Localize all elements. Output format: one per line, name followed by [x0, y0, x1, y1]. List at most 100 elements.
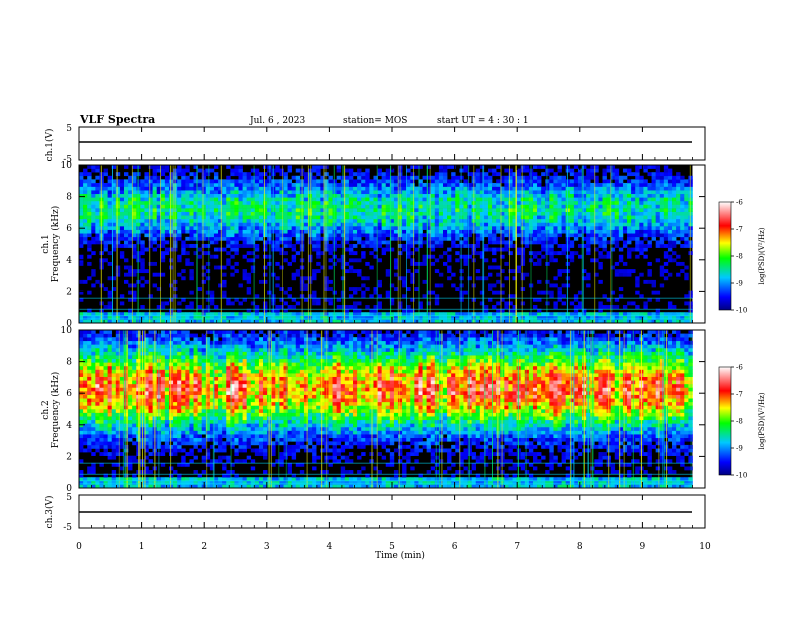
- spectrogram-cell: [124, 395, 128, 399]
- spectrogram-cell: [414, 219, 418, 223]
- spectrogram-cell: [619, 201, 623, 205]
- spectrogram-cell: [91, 187, 95, 191]
- spectrogram-cell: [206, 187, 210, 191]
- spectrogram-cell: [79, 197, 83, 201]
- spectrogram-cell: [386, 273, 390, 277]
- spectrogram-cell: [275, 169, 279, 173]
- spectrogram-cell: [533, 226, 537, 230]
- spectrogram-cell: [124, 409, 128, 413]
- spectrogram-cell: [668, 183, 672, 187]
- spectrogram-cell: [656, 258, 660, 262]
- spectrogram-cell: [656, 240, 660, 244]
- spectrogram-cell: [243, 273, 247, 277]
- spectrogram-streak: [101, 165, 102, 323]
- spectrogram-cell: [185, 305, 189, 309]
- spectrogram-cell: [652, 233, 656, 237]
- spectrogram-cell: [578, 212, 582, 216]
- spectrogram-cell: [631, 230, 635, 234]
- spectrogram-cell: [484, 305, 488, 309]
- spectrogram-cell: [214, 222, 218, 226]
- spectrogram-cell: [255, 172, 259, 176]
- spectrogram-cell: [267, 240, 271, 244]
- spectrogram-cell: [185, 205, 189, 209]
- spectrogram-cell: [275, 276, 279, 280]
- spectrogram-cell: [578, 230, 582, 234]
- spectrogram-cell: [247, 230, 251, 234]
- spectrogram-cell: [660, 179, 664, 183]
- spectrogram-cell: [95, 377, 99, 381]
- spectrogram-cell: [243, 183, 247, 187]
- spectrogram-cell: [296, 222, 300, 226]
- spectrogram-cell: [198, 212, 202, 216]
- spectrogram-cell: [112, 398, 116, 402]
- spectrogram-cell: [214, 219, 218, 223]
- spectrogram-cell: [447, 201, 451, 205]
- spectrogram-cell: [578, 305, 582, 309]
- spectrogram-cell: [643, 201, 647, 205]
- spectrogram-cell: [263, 197, 267, 201]
- spectrogram-cell: [647, 201, 651, 205]
- spectrogram-cell: [328, 258, 332, 262]
- spectrogram-cell: [496, 197, 500, 201]
- spectrogram-cell: [153, 176, 157, 180]
- spectrogram-cell: [239, 215, 243, 219]
- spectrogram-cell: [496, 172, 500, 176]
- spectrogram-cell: [210, 190, 214, 194]
- spectrogram-cell: [684, 179, 688, 183]
- spectrogram-cell: [496, 187, 500, 191]
- spectrogram-cell: [255, 187, 259, 191]
- spectrogram-cell: [79, 470, 83, 474]
- spectrogram-cell: [259, 183, 263, 187]
- spectrogram-cell: [574, 179, 578, 183]
- spectrogram-cell: [267, 219, 271, 223]
- spectrogram-cell: [214, 197, 218, 201]
- ch1-waveform-ylabel: ch.1(V): [44, 129, 55, 162]
- spectrogram-cell: [99, 341, 103, 345]
- spectrogram-cell: [95, 165, 99, 169]
- spectrogram-cell: [83, 355, 87, 359]
- spectrogram-cell: [643, 301, 647, 305]
- spectrogram-cell: [124, 423, 128, 427]
- spectrogram-cell: [95, 212, 99, 216]
- spectrogram-cell: [439, 194, 443, 198]
- spectrogram-cell: [414, 262, 418, 266]
- spectrogram-cell: [345, 222, 349, 226]
- spectrogram-cell: [357, 269, 361, 273]
- spectrogram-cell: [676, 240, 680, 244]
- spectrogram-cell: [267, 190, 271, 194]
- spectrogram-cell: [414, 230, 418, 234]
- spectrogram-cell: [87, 441, 91, 445]
- spectrogram-cell: [365, 208, 369, 212]
- spectrogram-cell: [104, 409, 108, 413]
- spectrogram-cell: [337, 244, 341, 248]
- spectrogram-cell: [243, 233, 247, 237]
- spectrogram-cell: [643, 212, 647, 216]
- spectrogram-cell: [410, 172, 414, 176]
- spectrogram-cell: [369, 208, 373, 212]
- spectrogram-cell: [647, 219, 651, 223]
- spectrogram-streak: [419, 165, 420, 323]
- spectrogram-cell: [439, 244, 443, 248]
- spectrogram-cell: [128, 341, 132, 345]
- spectrogram-cell: [279, 219, 283, 223]
- spectrogram-cell: [132, 413, 136, 417]
- spectrogram-cell: [660, 194, 664, 198]
- spectrogram-cell: [378, 215, 382, 219]
- spectrogram-cell: [378, 237, 382, 241]
- spectrogram-cell: [288, 294, 292, 298]
- spectrogram-cell: [361, 176, 365, 180]
- spectrogram-cell: [619, 226, 623, 230]
- spectrogram-cell: [226, 201, 230, 205]
- spectrogram-cell: [615, 197, 619, 201]
- spectrogram-cell: [353, 291, 357, 295]
- spectrogram-cell: [586, 197, 590, 201]
- spectrogram-cell: [149, 201, 153, 205]
- spectrogram-cell: [570, 201, 574, 205]
- spectrogram-cell: [304, 197, 308, 201]
- spectrogram-cell: [149, 294, 153, 298]
- spectrogram-cell: [263, 273, 267, 277]
- spectrogram-cell: [149, 344, 153, 348]
- spectrogram-cell: [230, 233, 234, 237]
- spectrogram-cell: [112, 384, 116, 388]
- spectrogram-cell: [553, 258, 557, 262]
